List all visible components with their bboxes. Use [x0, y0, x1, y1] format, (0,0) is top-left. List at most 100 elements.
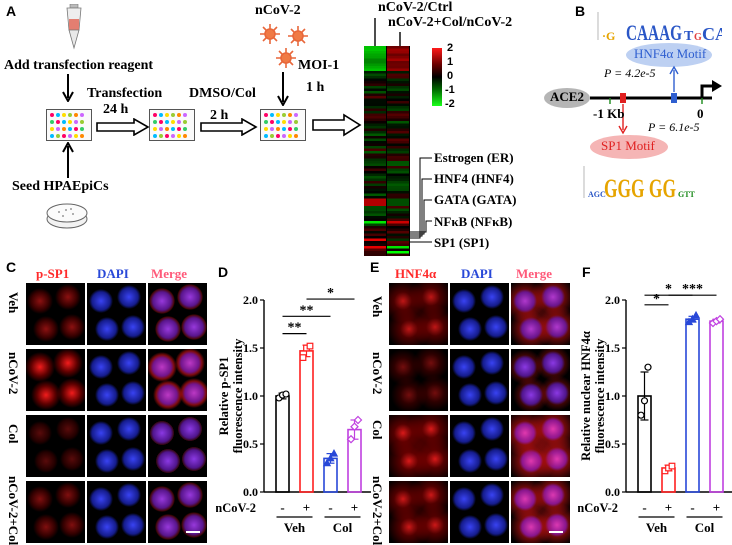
panel-letter-f: F — [582, 264, 591, 280]
data-point — [326, 453, 335, 462]
heatmap-cell — [364, 48, 386, 52]
heatmap-cell — [387, 198, 409, 202]
heatmap-cell — [387, 143, 409, 147]
heatmap-cell — [387, 83, 409, 87]
heatmap-cell — [364, 81, 386, 84]
heatmap-cell — [387, 236, 409, 239]
heatmap-cell — [387, 128, 409, 132]
treatment-sign: - — [690, 500, 694, 515]
heatmap-cell — [387, 243, 409, 247]
heatmap-cell — [364, 216, 386, 219]
data-point — [353, 415, 363, 425]
sp1-motif-badge — [590, 135, 668, 159]
heatmap-cell — [364, 53, 386, 57]
heatmap-cell — [364, 188, 386, 192]
row-label-veh: Veh — [370, 296, 385, 318]
heatmap-cell — [387, 246, 409, 249]
heatmap-cell — [364, 126, 386, 129]
plate-dots-3 — [264, 113, 298, 138]
heatmap-cell — [364, 251, 386, 254]
sp1-motif-logo: AGC GGG GG GTT — [583, 166, 696, 200]
moi-label: MOI-1 — [298, 58, 340, 73]
heatmap-cell — [364, 128, 386, 132]
motif-label-gata: GATA (GATA) — [434, 192, 517, 207]
heatmap-cell — [364, 131, 386, 134]
heatmap-cell — [387, 213, 409, 217]
ace2-gene-badge — [544, 88, 590, 108]
micrograph-cell — [450, 349, 509, 411]
heatmap-cell — [364, 186, 386, 189]
heatmap-cell — [387, 238, 409, 242]
heatmap-cell — [364, 231, 386, 234]
ace2-promoter-diagram — [590, 65, 722, 135]
scale-tick: 2 — [447, 42, 454, 54]
heatmap-cell — [364, 191, 386, 194]
motif-label-sp1: SP1 (SP1) — [434, 235, 490, 250]
svg-text:GTT: GTT — [678, 190, 696, 199]
heatmap-cell — [364, 66, 386, 69]
tss-label: 0 — [697, 106, 704, 121]
significance-label: * — [653, 292, 660, 307]
heatmap-cell — [364, 116, 386, 119]
treatment-row-label: nCoV-2 — [216, 501, 256, 515]
panel-letter-a: A — [6, 3, 17, 19]
heatmap-cell — [364, 96, 386, 99]
heatmap-cell — [387, 121, 409, 124]
heatmap-cell — [387, 171, 409, 174]
heatmap-cell — [364, 243, 386, 247]
bar — [709, 320, 724, 493]
color-scale-bar — [432, 48, 442, 106]
data-point — [640, 397, 649, 405]
significance-label: * — [327, 286, 334, 301]
micrograph-cell — [511, 415, 570, 477]
heatmap-cell — [387, 71, 409, 74]
heatmap-cell — [364, 176, 386, 179]
heatmap-cell — [387, 233, 409, 237]
heatmap-cell — [364, 61, 386, 64]
y-tick-label: 2.0 — [605, 293, 620, 307]
heatmap-cell — [364, 236, 386, 239]
bar — [685, 318, 700, 493]
significance-label: *** — [682, 282, 703, 297]
treatment-sign: + — [665, 500, 672, 515]
y-axis-label: fluorescence intensity — [593, 338, 607, 453]
y-tick-label: 0.5 — [605, 437, 620, 451]
y-tick-label: 1.0 — [243, 389, 258, 403]
micrograph-cell — [450, 283, 509, 345]
bar — [299, 350, 314, 493]
panel-letter-d: D — [218, 264, 229, 280]
heatmap-cell — [387, 113, 409, 117]
petri-dish-icon — [46, 203, 88, 229]
heatmap-cell — [387, 61, 409, 64]
dmso-col-label: DMSO/Col — [189, 86, 256, 101]
row-label-ncov2: nCoV-2 — [370, 352, 385, 395]
heatmap-cell — [364, 161, 386, 164]
heatmap-cell — [364, 248, 386, 252]
heatmap-cell — [387, 101, 409, 104]
header-dapi: DAPI — [461, 266, 493, 281]
heatmap-cell — [364, 108, 386, 112]
micrograph-cell — [450, 415, 509, 477]
heatmap-cell — [387, 156, 409, 159]
heatmap-cell — [387, 48, 409, 52]
micrograph-cell — [511, 481, 570, 543]
heatmap-cell — [387, 251, 409, 254]
heatmap-cell — [387, 211, 409, 214]
panel-letter-e: E — [370, 259, 380, 275]
scale-bar — [186, 531, 200, 533]
row-label-ncov2: nCoV-2 — [6, 352, 21, 395]
heatmap-cell — [364, 103, 386, 107]
arrow-down-icon — [62, 74, 74, 102]
y-tick-label: 0.0 — [243, 485, 258, 499]
heatmap-cell — [387, 141, 409, 144]
heatmap-cell — [364, 166, 386, 169]
data-point — [346, 434, 356, 444]
heatmap-cell — [364, 151, 386, 154]
well-plate-2 — [149, 109, 195, 141]
hollow-arrow-3 — [312, 113, 362, 137]
scale-tick: -1 — [445, 84, 455, 96]
heatmap-cell — [387, 46, 409, 49]
y-axis-label: Relative nuclear HNF4α — [579, 331, 593, 461]
micrograph-cell — [450, 481, 509, 543]
transfection-label: Transfection — [87, 86, 163, 101]
